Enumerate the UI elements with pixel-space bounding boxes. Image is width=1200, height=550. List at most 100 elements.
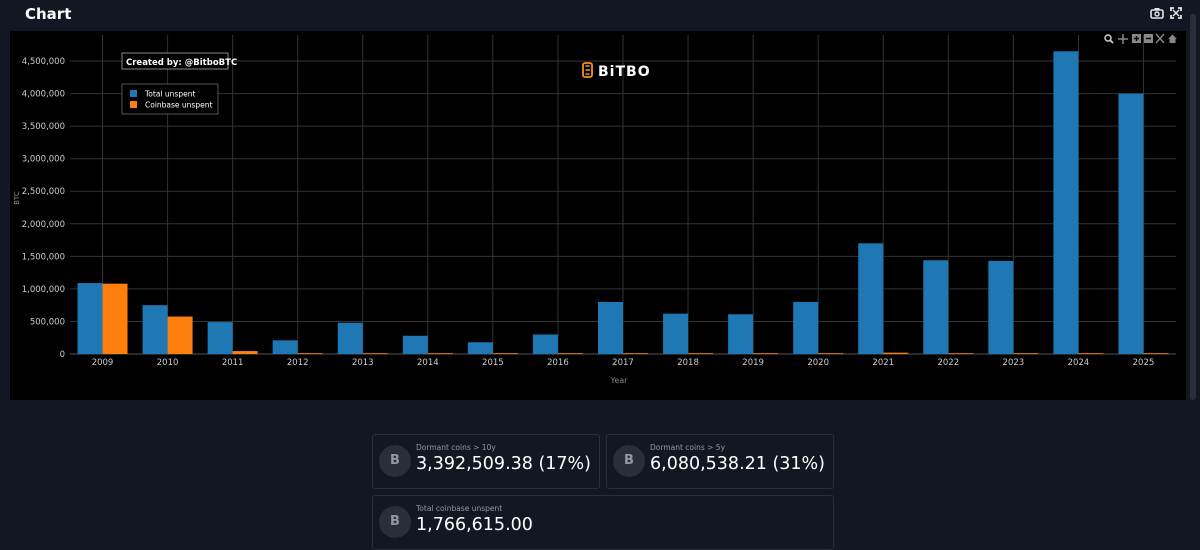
- bar-total-unspent[interactable]: [532, 334, 558, 354]
- bar-coinbase-unspent[interactable]: [1013, 353, 1039, 354]
- bar-coinbase-unspent[interactable]: [883, 352, 909, 354]
- stat-label: Dormant coins > 10y: [416, 443, 496, 452]
- y-tick-label: 1,000,000: [22, 285, 65, 295]
- bar-coinbase-unspent[interactable]: [818, 353, 844, 354]
- stat-value: 3,392,509.38 (17%): [416, 454, 592, 474]
- x-tick-label: 2025: [1133, 358, 1155, 368]
- bar-total-unspent[interactable]: [77, 283, 103, 354]
- x-tick-label: 2013: [352, 358, 374, 368]
- bar-total-unspent[interactable]: [728, 314, 754, 354]
- bar-total-unspent[interactable]: [793, 301, 819, 354]
- chart-panel: 0 500,000 1,000,000 1,500,000 2,000,000 2,500…: [10, 31, 1186, 400]
- home-icon[interactable]: [1168, 34, 1177, 44]
- bar-total-unspent[interactable]: [402, 335, 428, 354]
- stat-card-coinbase-unspent: B Total coinbase unspent 1,766,615.00: [372, 495, 834, 550]
- x-tick-label: 2016: [547, 358, 569, 368]
- y-axis-label: BTC: [13, 191, 21, 205]
- bar-coinbase-unspent[interactable]: [427, 353, 453, 354]
- y-tick-label: 4,500,000: [22, 57, 65, 67]
- y-tick-label: 4,000,000: [22, 90, 65, 100]
- bar-coinbase-unspent[interactable]: [362, 353, 388, 354]
- y-tick-label: 2,000,000: [22, 220, 65, 230]
- x-tick-label: 2024: [1068, 358, 1090, 368]
- x-tick-label: 2011: [222, 358, 244, 368]
- bar-chart: 0 500,000 1,000,000 1,500,000 2,000,000 2,500…: [13, 33, 1177, 385]
- bar-total-unspent[interactable]: [663, 313, 689, 354]
- zoom-icon[interactable]: [1104, 34, 1114, 44]
- y-tick-label: 0: [60, 350, 65, 360]
- bar-total-unspent[interactable]: [337, 322, 363, 354]
- bars-layer: [77, 51, 1169, 355]
- bar-coinbase-unspent[interactable]: [688, 353, 714, 354]
- bar-total-unspent[interactable]: [988, 260, 1014, 354]
- bar-total-unspent[interactable]: [272, 340, 298, 354]
- bar-coinbase-unspent[interactable]: [232, 351, 258, 354]
- bar-coinbase-unspent[interactable]: [557, 353, 583, 354]
- stat-card-dormant-5y: B Dormant coins > 5y 6,080,538.21 (31%): [606, 434, 834, 489]
- x-tick-label: 2010: [157, 358, 179, 368]
- x-tick-label: 2023: [1003, 358, 1025, 368]
- scrollbar-thumb[interactable]: [1190, 14, 1196, 400]
- x-tick-label: 2020: [807, 358, 829, 368]
- stat-value: 1,766,615.00: [416, 515, 533, 535]
- modebar: [1104, 33, 1177, 44]
- bar-total-unspent[interactable]: [1118, 93, 1144, 355]
- x-tick-label: 2015: [482, 358, 504, 368]
- zoom-out-icon[interactable]: [1144, 34, 1153, 43]
- bitcoin-icon: B: [379, 445, 411, 477]
- pan-icon[interactable]: [1118, 34, 1128, 44]
- bar-total-unspent[interactable]: [207, 322, 233, 354]
- legend-label-total[interactable]: Total unspent: [144, 90, 195, 99]
- bar-total-unspent[interactable]: [1053, 51, 1079, 354]
- x-tick-label: 2009: [92, 358, 114, 368]
- x-tick-label: 2022: [937, 358, 959, 368]
- zoom-in-icon[interactable]: [1132, 34, 1141, 43]
- x-tick-label: 2017: [612, 358, 634, 368]
- y-tick-label: 3,500,000: [22, 122, 65, 132]
- x-tick-label: 2012: [287, 358, 309, 368]
- bar-coinbase-unspent[interactable]: [948, 353, 974, 354]
- y-tick-label: 3,000,000: [22, 155, 65, 165]
- bar-coinbase-unspent[interactable]: [297, 353, 323, 354]
- x-axis-label: Year: [610, 376, 629, 385]
- chart-header: Chart: [0, 0, 1200, 30]
- bar-total-unspent[interactable]: [142, 305, 168, 354]
- x-tick-label: 2018: [677, 358, 699, 368]
- ticks-layer: 0 500,000 1,000,000 1,500,000 2,000,000 2,500…: [22, 57, 1155, 368]
- legend-swatch-total: [130, 90, 137, 97]
- bar-total-unspent[interactable]: [858, 243, 884, 354]
- stat-card-dormant-10y: B Dormant coins > 10y 3,392,509.38 (17%): [372, 434, 600, 489]
- page-title: Chart: [25, 5, 72, 23]
- legend-swatch-coinbase: [130, 101, 137, 108]
- bitcoin-icon: B: [613, 445, 645, 477]
- bar-coinbase-unspent[interactable]: [1143, 353, 1169, 354]
- bar-coinbase-unspent[interactable]: [492, 353, 518, 354]
- bar-total-unspent[interactable]: [923, 260, 949, 354]
- bar-total-unspent[interactable]: [467, 342, 493, 354]
- bar-coinbase-unspent[interactable]: [623, 353, 648, 354]
- bar-coinbase-unspent[interactable]: [753, 353, 779, 354]
- legend: Total unspent Coinbase unspent: [121, 83, 219, 115]
- bar-coinbase-unspent[interactable]: [167, 316, 193, 354]
- x-tick-label: 2014: [417, 358, 439, 368]
- bar-total-unspent[interactable]: [598, 301, 623, 354]
- watermark-text: BiTBO: [598, 64, 651, 80]
- legend-label-coinbase[interactable]: Coinbase unspent: [145, 101, 212, 110]
- stat-label: Dormant coins > 5y: [650, 443, 726, 452]
- stat-value: 6,080,538.21 (31%): [650, 454, 826, 474]
- x-tick-label: 2019: [742, 358, 764, 368]
- y-tick-label: 2,500,000: [22, 187, 65, 197]
- stat-label: Total coinbase unspent: [416, 504, 503, 513]
- expand-icon[interactable]: [1168, 6, 1184, 22]
- bar-coinbase-unspent[interactable]: [102, 283, 128, 354]
- bitcoin-icon: B: [379, 506, 411, 538]
- annotation-text: Created by: @BitboBTC: [126, 58, 237, 68]
- bar-coinbase-unspent[interactable]: [1078, 353, 1104, 354]
- x-tick-label: 2021: [872, 358, 894, 368]
- y-tick-label: 500,000: [30, 317, 65, 327]
- camera-icon[interactable]: [1149, 6, 1165, 22]
- y-tick-label: 1,500,000: [22, 252, 65, 262]
- bitbo-watermark: BiTBO: [582, 62, 651, 80]
- annotation-box: Created by: @BitboBTC: [121, 52, 237, 70]
- autoscale-icon[interactable]: [1155, 33, 1165, 44]
